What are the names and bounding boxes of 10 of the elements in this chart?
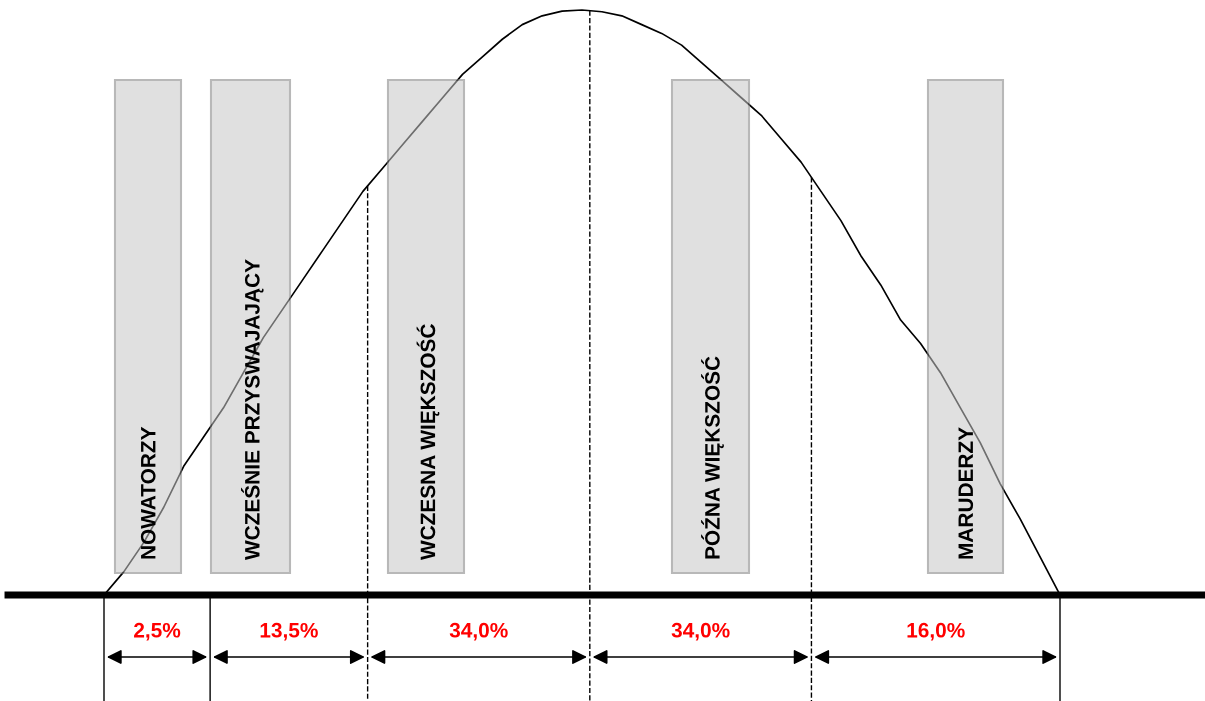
data-label: 16,0% [907, 622, 965, 641]
category-label: WCZESNA WIĘKSZOŚĆ [416, 324, 440, 560]
category-label: NOWATORZY [140, 426, 156, 559]
category-label: WCZEŚNIE PRZYSWAJAJĄCY [241, 259, 264, 560]
data-label: 13,5% [260, 622, 318, 641]
data-label: 2,5% [134, 622, 181, 641]
data-label: 34,0% [449, 622, 508, 641]
category-label: PÓŹNA WIĘKSZOŚĆ [701, 356, 724, 559]
data-label: 34,0% [671, 622, 730, 641]
category-label: MARUDERZY [958, 427, 974, 559]
